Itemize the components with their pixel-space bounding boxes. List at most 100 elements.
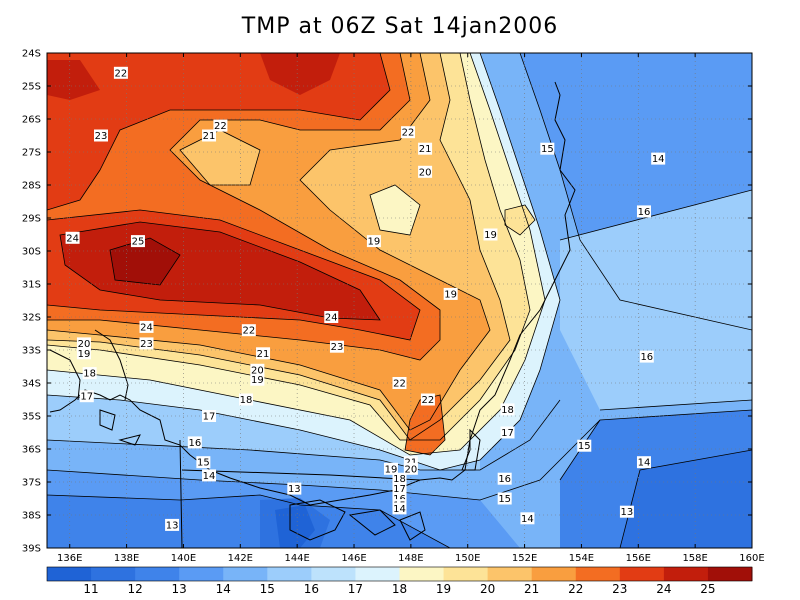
- contour-label: 18: [392, 472, 407, 485]
- contour-label: 16: [636, 205, 651, 218]
- svg-text:21: 21: [203, 131, 216, 142]
- color-bar-swatch: [531, 567, 577, 581]
- contour-label: 14: [651, 152, 666, 165]
- lat-tick-label: 26S: [22, 115, 41, 126]
- svg-text:13: 13: [166, 520, 179, 531]
- contour-label: 20: [418, 165, 433, 178]
- contour-label: 20: [403, 462, 418, 475]
- svg-text:16: 16: [640, 352, 653, 363]
- svg-text:19: 19: [444, 289, 457, 300]
- svg-text:20: 20: [78, 339, 91, 350]
- lon-tick-label: 140E: [171, 553, 196, 564]
- contour-label: 14: [392, 502, 407, 515]
- lon-tick-label: 160E: [739, 553, 764, 564]
- svg-text:19: 19: [368, 237, 381, 248]
- color-bar-swatch: [663, 567, 709, 581]
- color-bar-swatch: [487, 567, 533, 581]
- color-bar: 11 12 13 14 15 16 17 18 19 20 21 22 23 24 25: [46, 566, 753, 596]
- contour-label: 17: [79, 390, 94, 403]
- svg-text:22: 22: [214, 121, 227, 132]
- svg-text:18: 18: [240, 395, 253, 406]
- svg-text:23: 23: [140, 339, 153, 350]
- svg-text:14: 14: [521, 514, 534, 525]
- svg-text:19: 19: [484, 230, 497, 241]
- color-bar-swatch: [91, 567, 136, 581]
- contour-label: 21: [256, 347, 271, 360]
- svg-text:24: 24: [140, 322, 153, 333]
- lat-tick-label: 32S: [22, 313, 41, 324]
- lon-tick-label: 144E: [284, 553, 309, 564]
- svg-text:23: 23: [331, 342, 344, 353]
- lat-tick-label: 39S: [22, 544, 41, 555]
- color-bar-label: 11: [83, 582, 98, 596]
- contour-label: 19: [443, 287, 458, 300]
- contour-label: 22: [241, 324, 256, 337]
- color-bar-label: 23: [612, 582, 627, 596]
- svg-text:22: 22: [422, 395, 435, 406]
- svg-text:20: 20: [405, 464, 418, 475]
- svg-text:18: 18: [393, 474, 406, 485]
- color-bar-label: 21: [524, 582, 539, 596]
- lat-tick-label: 31S: [22, 280, 41, 291]
- color-bar-label: 22: [568, 582, 583, 596]
- contour-label: 22: [392, 377, 407, 390]
- svg-text:15: 15: [498, 494, 511, 505]
- svg-text:25: 25: [132, 237, 145, 248]
- svg-text:16: 16: [498, 474, 511, 485]
- contour-label: 14: [202, 469, 217, 482]
- lat-tick-label: 36S: [22, 445, 41, 456]
- contour-label: 23: [329, 340, 344, 353]
- contour-label: 22: [401, 126, 416, 139]
- svg-text:17: 17: [203, 412, 216, 423]
- svg-text:24: 24: [66, 233, 79, 244]
- contour-label: 22: [213, 119, 228, 132]
- lat-tick-label: 25S: [22, 82, 41, 93]
- svg-text:20: 20: [251, 365, 264, 376]
- contour-label: 25: [130, 235, 145, 248]
- contour-label: 17: [202, 410, 217, 423]
- contour-label: 21: [202, 129, 217, 142]
- color-bar-label: 19: [436, 582, 451, 596]
- contour-label: 13: [619, 505, 634, 518]
- contour-label: 19: [383, 462, 398, 475]
- color-bar-label: 24: [656, 582, 671, 596]
- contour-label: 17: [392, 482, 407, 495]
- color-bar-label: 13: [172, 582, 187, 596]
- svg-text:15: 15: [578, 441, 591, 452]
- svg-text:17: 17: [501, 428, 514, 439]
- color-bar-label: 25: [700, 582, 715, 596]
- lon-tick-label: 142E: [228, 553, 253, 564]
- svg-text:19: 19: [251, 375, 264, 386]
- color-bar-label: 20: [480, 582, 495, 596]
- lat-tick-label: 28S: [22, 181, 41, 192]
- contour-label: 14: [636, 456, 651, 469]
- svg-text:13: 13: [288, 484, 301, 495]
- svg-text:14: 14: [393, 504, 406, 515]
- svg-text:17: 17: [393, 484, 406, 495]
- lon-tick-label: 148E: [398, 553, 423, 564]
- svg-text:14: 14: [638, 458, 651, 469]
- svg-text:15: 15: [541, 144, 554, 155]
- svg-text:19: 19: [385, 464, 398, 475]
- contour-label: 19: [250, 373, 265, 386]
- longitude-axis: 136E 138E 140E 142E 144E 146E 148E 150E 152E 154E…: [57, 553, 765, 564]
- lat-tick-label: 27S: [22, 148, 41, 159]
- color-bar-swatch: [223, 567, 268, 581]
- color-bar-label: 17: [348, 582, 363, 596]
- contour-label: 22: [113, 66, 128, 79]
- contour-label: 22: [420, 393, 435, 406]
- map-frame: [46, 52, 753, 549]
- color-bar-swatch: [355, 567, 400, 581]
- svg-text:22: 22: [242, 326, 255, 337]
- contour-label: 23: [94, 129, 109, 142]
- lat-tick-label: 34S: [22, 379, 41, 390]
- contour-label: 16: [639, 350, 654, 363]
- contour-label: 18: [82, 367, 97, 380]
- contour-label: 16: [187, 436, 202, 449]
- lon-tick-label: 158E: [682, 553, 707, 564]
- lon-tick-label: 138E: [114, 553, 139, 564]
- lat-tick-label: 37S: [22, 478, 41, 489]
- svg-text:18: 18: [501, 405, 514, 416]
